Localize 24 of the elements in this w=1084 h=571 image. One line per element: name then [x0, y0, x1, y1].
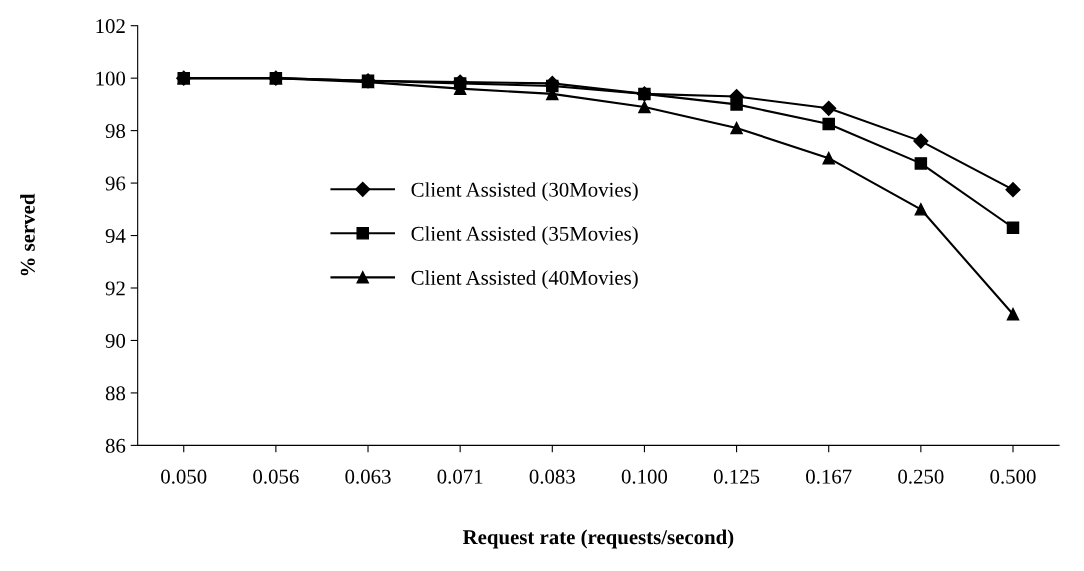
x-tick-label: 0.050: [161, 469, 207, 484]
y-tick-label: 98: [105, 123, 126, 139]
y-tick-label: 96: [105, 176, 126, 191]
legend-label: Client Assisted (35Movies): [411, 226, 638, 246]
x-tick-label: 0.250: [898, 469, 944, 484]
y-tick-label: 90: [105, 333, 126, 348]
y-tick-label: 100: [96, 71, 126, 86]
x-tick-label: 0.071: [437, 469, 483, 484]
y-tick-label: 102: [96, 19, 125, 34]
x-tick-label: 0.125: [713, 469, 760, 484]
legend-label: Client Assisted (30Movies): [411, 182, 638, 202]
y-tick-label: 92: [105, 281, 125, 296]
x-tick-label: 0.083: [529, 469, 575, 484]
x-tick-label: 0.063: [345, 469, 391, 484]
x-tick-label: 0.167: [806, 469, 852, 484]
x-axis-title: Request rate (requests/second): [462, 529, 734, 549]
y-tick-label: 88: [105, 386, 126, 401]
y-tick-label: 94: [105, 228, 126, 243]
legend-label: Client Assisted (40Movies): [411, 270, 638, 290]
x-tick-label: 0.056: [253, 469, 299, 484]
y-tick-label: 86: [105, 438, 126, 453]
x-tick-label: 0.500: [990, 469, 1036, 484]
x-tick-label: 0.100: [621, 469, 668, 484]
y-axis-title: % served: [20, 193, 35, 276]
